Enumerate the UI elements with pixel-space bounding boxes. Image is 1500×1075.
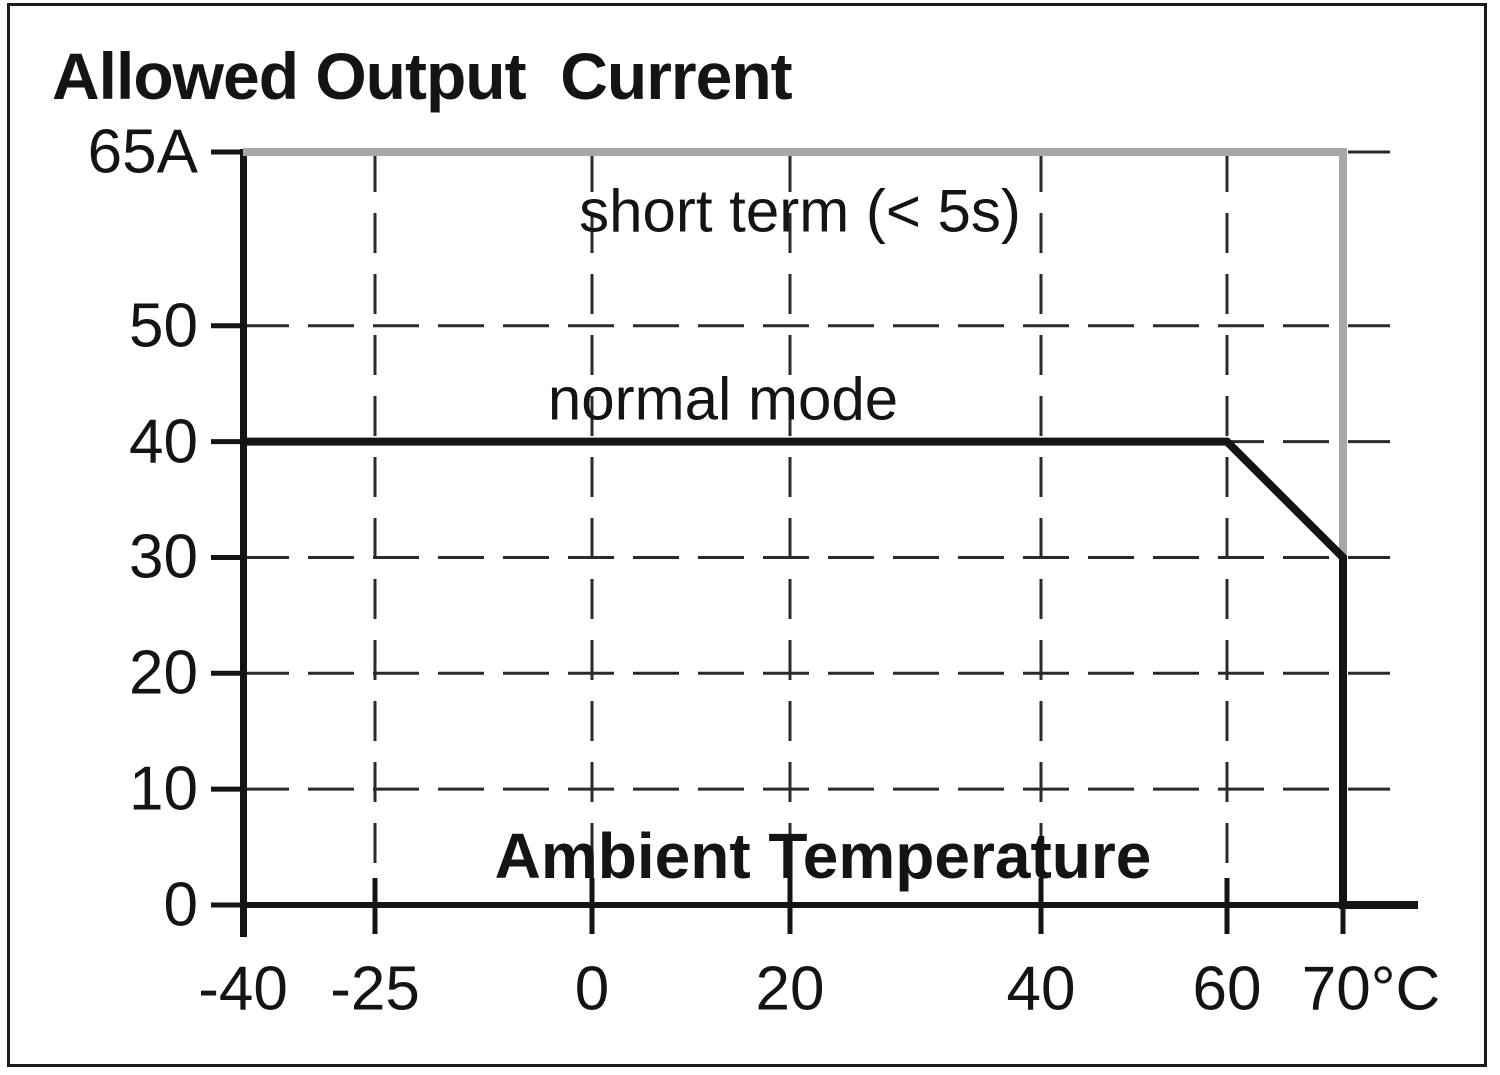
x-tick-label-0: 0 — [574, 954, 610, 1024]
y-tick-label-10: 10 — [129, 754, 198, 824]
x-tick-label--25: -25 — [330, 954, 420, 1024]
series-label-normal-mode: normal mode — [547, 365, 899, 433]
x-tick-label-70: 70°C — [1301, 954, 1441, 1024]
y-tick-label-20: 20 — [129, 638, 198, 708]
x-tick-label--40: -40 — [198, 954, 288, 1024]
y-tick-label-0: 0 — [163, 870, 198, 940]
y-tick-label-40: 40 — [129, 407, 198, 477]
series-line-normal-mode — [243, 437, 1418, 909]
series-label-short-term: short term (< 5s) — [579, 177, 1021, 245]
y-tick-label-50: 50 — [129, 291, 198, 361]
chart-frame — [7, 3, 1487, 1067]
x-tick-label-60: 60 — [1192, 954, 1262, 1024]
y-tick-label-30: 30 — [129, 522, 198, 592]
x-tick-label-20: 20 — [755, 954, 825, 1024]
chart-title: Allowed Output Current — [52, 39, 793, 113]
y-tick-label-65: 65A — [87, 117, 198, 187]
x-axis-title: Ambient Temperature — [494, 820, 1152, 892]
x-tick-label-40: 40 — [1006, 954, 1076, 1024]
series-line-short-term — [243, 148, 1347, 558]
